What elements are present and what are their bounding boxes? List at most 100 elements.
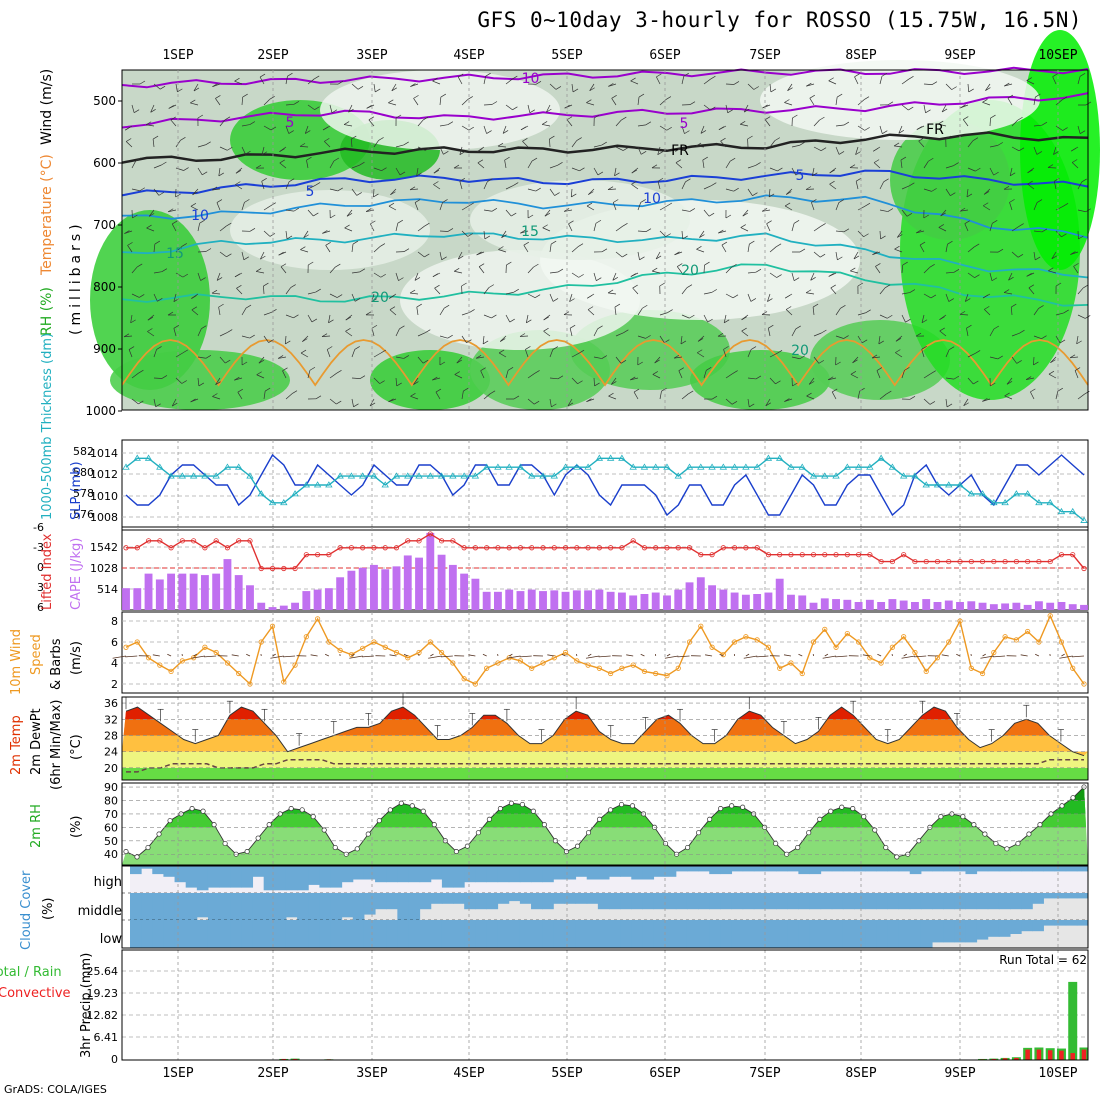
wind-barb (637, 97, 640, 106)
wind-barb (569, 328, 573, 337)
lifted-index-point (495, 545, 501, 551)
wind-barb (197, 223, 200, 232)
cloud-bar (764, 866, 777, 872)
wind-barb-flag (375, 88, 381, 93)
wind-barb-flag (863, 233, 869, 238)
wind-speed-point (641, 668, 648, 675)
wind-speed-point (923, 668, 929, 675)
wind-barb-flag (1048, 370, 1055, 375)
wind-barb-flag (205, 141, 211, 146)
wind-barb (769, 140, 776, 148)
temp-label-2: 2m DewPt (29, 708, 44, 775)
wind-barb-flag (1048, 267, 1054, 272)
cloud-bar (363, 920, 376, 948)
thickness-point (133, 454, 141, 461)
wind-barb (835, 335, 844, 339)
cloud-bar (842, 920, 855, 948)
wind-barb (769, 246, 777, 253)
wind-barb-flag (242, 93, 248, 98)
wind-barb (747, 244, 750, 253)
cloud-bar (954, 920, 966, 943)
cloud-bar (542, 920, 554, 948)
wind-barb (703, 185, 712, 190)
temp-contour-surface (121, 339, 1089, 387)
cloud-bar (1054, 893, 1067, 899)
wind-barb-flag (416, 172, 422, 177)
cloud-bar (731, 866, 744, 872)
thickness-point (505, 463, 513, 470)
rh-point (321, 827, 327, 833)
rh-point (541, 822, 547, 828)
wind-barb (921, 314, 925, 323)
wind-barb-flag (1062, 127, 1068, 131)
wind-barb-flag (344, 224, 350, 229)
wind-barb (657, 146, 661, 155)
wind-barb (284, 335, 287, 344)
wind-barb (879, 76, 883, 85)
wind-barb-flag (854, 73, 860, 78)
pressure-tick-label: 800 (93, 280, 116, 294)
cloud-bar (352, 893, 365, 920)
wind-barb-flag (1025, 376, 1032, 380)
cape-label-li: Lifted Index (40, 533, 55, 610)
wind-barb-flag (832, 388, 838, 393)
cloud-bar (352, 920, 365, 948)
wind-barb-flag (245, 304, 252, 309)
wind-barb-flag (710, 75, 716, 80)
wind-barb (612, 202, 617, 211)
wind-barb-flag (908, 106, 914, 111)
rh-point (222, 840, 228, 847)
rh-point (211, 822, 217, 828)
temp-contour (121, 194, 1089, 239)
thickness-point (978, 490, 987, 497)
cape-bar (572, 590, 581, 610)
wind-barb-flag (678, 367, 684, 371)
wind-barb (835, 655, 848, 658)
wind-barb (263, 391, 266, 400)
wind-barb-flag (982, 99, 988, 103)
wind-barb (945, 188, 951, 196)
cloud-bar (453, 920, 465, 948)
wind-barb-flag (948, 298, 954, 302)
cloud-bar (430, 920, 443, 948)
wind-barb (219, 225, 227, 232)
wind-barb (637, 124, 646, 127)
cloud-bar (553, 866, 565, 880)
wind-speed-point (630, 662, 636, 668)
lifted-index-point (517, 545, 524, 551)
wind-barb-flag (850, 371, 857, 375)
wind-barb-flag (686, 284, 693, 289)
wind-barb-flag (135, 157, 141, 162)
wind-barb-flag (733, 81, 740, 85)
wind-barb (351, 653, 355, 657)
thickness-point (358, 472, 367, 479)
thickness-point (1035, 499, 1043, 506)
wind-barb (791, 144, 800, 148)
slp-label-slp: SLP (mb) (69, 461, 84, 520)
cape-bar (888, 599, 897, 610)
cloud-bar (497, 893, 510, 904)
wind-barb (769, 352, 778, 358)
cape-bar (989, 604, 998, 610)
cloud-bar (920, 866, 933, 872)
wind-speed-point (360, 645, 366, 651)
wind-barb-flag (1052, 73, 1058, 78)
cape-bar (403, 555, 412, 610)
wind-barb-flag (918, 137, 924, 142)
wind-barb (985, 83, 991, 91)
wind-barb (903, 653, 908, 657)
cloud-bar (798, 893, 811, 910)
wind-barb (307, 104, 315, 110)
wind-barb-flag (923, 214, 929, 219)
wind-barb-flag (177, 88, 183, 93)
wind-barb (612, 272, 617, 281)
wind-barb-flag (864, 202, 871, 207)
lifted-index-point (157, 538, 163, 544)
cape-bar (944, 600, 953, 610)
wind-speed-point (258, 639, 264, 645)
wind-barb-flag (500, 338, 506, 342)
wind-barb-flag (199, 219, 205, 224)
wind-barb-flag (190, 99, 196, 104)
cloud-bar (497, 920, 510, 948)
wind-barb (656, 76, 661, 85)
